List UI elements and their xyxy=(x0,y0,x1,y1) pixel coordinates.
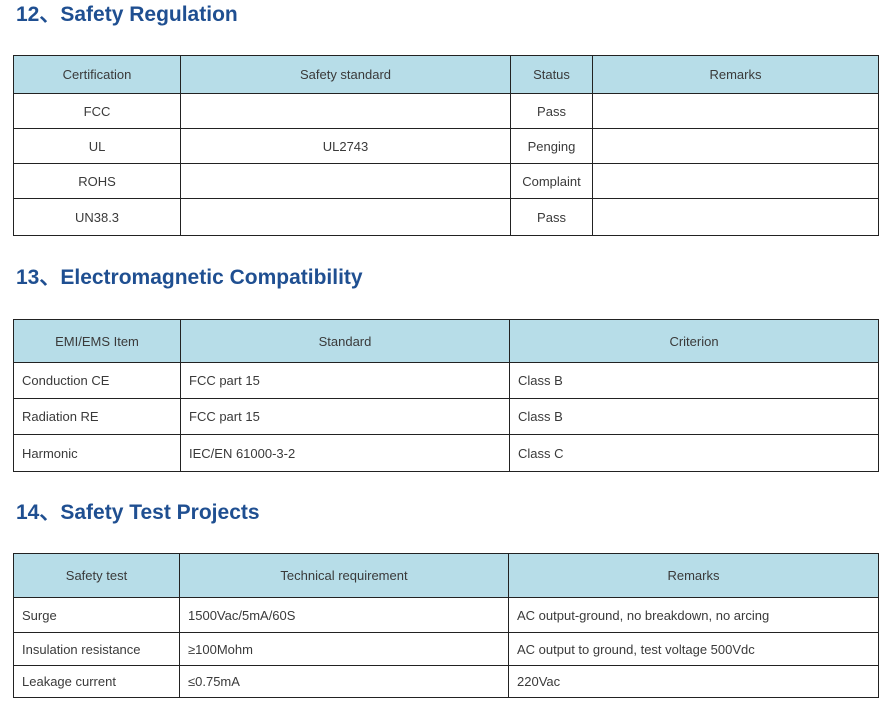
table-row: UN38.3 Pass xyxy=(13,198,879,236)
table-cell: 220Vac xyxy=(508,665,879,698)
table-row: UL UL2743 Penging xyxy=(13,128,879,164)
table-row: Radiation RE FCC part 15 Class B xyxy=(13,398,879,435)
table-cell: Class C xyxy=(509,434,879,472)
table-cell: UL2743 xyxy=(180,128,511,164)
table-cell: Penging xyxy=(510,128,593,164)
table-row: FCC Pass xyxy=(13,93,879,129)
table-cell xyxy=(180,163,511,199)
column-header-remarks: Remarks xyxy=(508,553,879,598)
emc-table: EMI/EMS Item Standard Criterion Conducti… xyxy=(13,319,879,472)
table-cell: Class B xyxy=(509,398,879,435)
table-cell: Class B xyxy=(509,362,879,399)
table-cell: Pass xyxy=(510,198,593,236)
table-cell: ≤0.75mA xyxy=(179,665,509,698)
table-cell: Pass xyxy=(510,93,593,129)
table-cell: Conduction CE xyxy=(13,362,181,399)
table-cell: 1500Vac/5mA/60S xyxy=(179,597,509,633)
table-row: Insulation resistance ≥100Mohm AC output… xyxy=(13,632,879,666)
table-cell xyxy=(592,163,879,199)
column-header-standard: Standard xyxy=(180,319,510,363)
table-cell: FCC part 15 xyxy=(180,362,510,399)
section-title-safety-test-projects: 14、Safety Test Projects xyxy=(16,501,260,524)
table-cell: FCC xyxy=(13,93,181,129)
column-header-safety-standard: Safety standard xyxy=(180,55,511,94)
table-cell: Harmonic xyxy=(13,434,181,472)
table-cell: AC output-ground, no breakdown, no arcin… xyxy=(508,597,879,633)
column-header-criterion: Criterion xyxy=(509,319,879,363)
table-cell xyxy=(180,93,511,129)
table-row: ROHS Complaint xyxy=(13,163,879,199)
table-header-row: EMI/EMS Item Standard Criterion xyxy=(13,319,879,363)
table-cell: Leakage current xyxy=(13,665,180,698)
column-header-emi-ems-item: EMI/EMS Item xyxy=(13,319,181,363)
table-cell xyxy=(592,93,879,129)
table-cell xyxy=(592,198,879,236)
table-cell: Radiation RE xyxy=(13,398,181,435)
table-cell: FCC part 15 xyxy=(180,398,510,435)
table-cell xyxy=(180,198,511,236)
column-header-remarks: Remarks xyxy=(592,55,879,94)
table-cell: UN38.3 xyxy=(13,198,181,236)
section-title-safety-regulation: 12、Safety Regulation xyxy=(16,3,238,26)
section-title-electromagnetic-compatibility: 13、Electromagnetic Compatibility xyxy=(16,266,363,289)
table-header-row: Safety test Technical requirement Remark… xyxy=(13,553,879,598)
table-header-row: Certification Safety standard Status Rem… xyxy=(13,55,879,94)
column-header-certification: Certification xyxy=(13,55,181,94)
safety-test-table: Safety test Technical requirement Remark… xyxy=(13,553,879,698)
table-cell: ≥100Mohm xyxy=(179,632,509,666)
table-cell: ROHS xyxy=(13,163,181,199)
table-cell: Complaint xyxy=(510,163,593,199)
table-cell: UL xyxy=(13,128,181,164)
table-row: Surge 1500Vac/5mA/60S AC output-ground, … xyxy=(13,597,879,633)
table-cell: Surge xyxy=(13,597,180,633)
column-header-technical-requirement: Technical requirement xyxy=(179,553,509,598)
table-cell: IEC/EN 61000-3-2 xyxy=(180,434,510,472)
table-cell: Insulation resistance xyxy=(13,632,180,666)
table-cell xyxy=(592,128,879,164)
column-header-status: Status xyxy=(510,55,593,94)
column-header-safety-test: Safety test xyxy=(13,553,180,598)
table-row: Leakage current ≤0.75mA 220Vac xyxy=(13,665,879,698)
table-cell: AC output to ground, test voltage 500Vdc xyxy=(508,632,879,666)
safety-regulation-table: Certification Safety standard Status Rem… xyxy=(13,55,879,236)
table-row: Conduction CE FCC part 15 Class B xyxy=(13,362,879,399)
table-row: Harmonic IEC/EN 61000-3-2 Class C xyxy=(13,434,879,472)
